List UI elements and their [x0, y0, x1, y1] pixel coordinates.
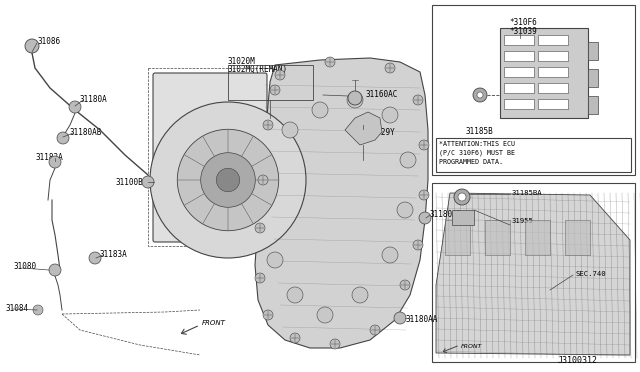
Circle shape [317, 307, 333, 323]
Bar [445, 220, 470, 255]
Bar [500, 28, 588, 118]
Circle shape [419, 212, 431, 224]
Bar [588, 42, 598, 60]
FancyBboxPatch shape [153, 73, 267, 242]
Text: 31080: 31080 [14, 262, 37, 271]
Bar [525, 220, 550, 255]
Circle shape [477, 92, 483, 98]
Bar [504, 99, 534, 109]
Circle shape [290, 333, 300, 343]
Text: *31039: *31039 [509, 27, 537, 36]
Bar [538, 83, 568, 93]
Circle shape [413, 240, 423, 250]
Bar [504, 35, 534, 45]
Circle shape [382, 107, 398, 123]
Circle shape [49, 156, 61, 168]
Circle shape [33, 305, 43, 315]
Circle shape [89, 252, 101, 264]
Circle shape [394, 312, 406, 324]
Bar [538, 99, 568, 109]
Circle shape [458, 193, 466, 201]
Circle shape [255, 273, 265, 283]
Text: 31185BA: 31185BA [512, 190, 543, 196]
Text: 31185B: 31185B [466, 127, 493, 136]
Circle shape [325, 57, 335, 67]
Circle shape [352, 287, 368, 303]
Circle shape [397, 202, 413, 218]
Text: 31160AC: 31160AC [365, 90, 397, 99]
Polygon shape [345, 112, 382, 145]
Text: 31180AB: 31180AB [70, 128, 102, 137]
Text: 31100B: 31100B [115, 178, 143, 187]
Polygon shape [436, 193, 630, 355]
Text: 31084: 31084 [5, 304, 28, 313]
Bar [504, 67, 534, 77]
Circle shape [69, 101, 81, 113]
Polygon shape [255, 58, 428, 348]
Circle shape [282, 122, 298, 138]
Circle shape [263, 310, 273, 320]
Text: SEC.740: SEC.740 [575, 271, 605, 277]
Circle shape [473, 88, 487, 102]
Circle shape [275, 70, 285, 80]
Circle shape [255, 223, 265, 233]
Circle shape [348, 91, 362, 105]
Circle shape [400, 152, 416, 168]
Bar [565, 220, 590, 255]
Circle shape [287, 287, 303, 303]
Circle shape [270, 85, 280, 95]
Circle shape [150, 102, 306, 258]
Text: 3102MQ(REMAN): 3102MQ(REMAN) [228, 65, 288, 74]
Text: 31183A: 31183A [36, 153, 64, 162]
Circle shape [216, 168, 240, 192]
Text: 31180A: 31180A [80, 95, 108, 104]
Circle shape [25, 39, 39, 53]
Circle shape [49, 264, 61, 276]
Text: FRONT: FRONT [202, 320, 226, 326]
Circle shape [400, 280, 410, 290]
Text: 31955: 31955 [512, 218, 534, 224]
Circle shape [413, 95, 423, 105]
Circle shape [201, 153, 255, 207]
Circle shape [382, 247, 398, 263]
Text: 31020M: 31020M [228, 57, 256, 66]
Bar [588, 69, 598, 87]
Text: 31180AD: 31180AD [430, 210, 462, 219]
Circle shape [347, 92, 363, 108]
Bar [228, 65, 313, 100]
Bar [504, 83, 534, 93]
Text: 31183A: 31183A [100, 250, 128, 259]
Circle shape [454, 189, 470, 205]
Text: FRONT: FRONT [461, 344, 483, 350]
Bar [436, 138, 631, 172]
Circle shape [57, 132, 69, 144]
Circle shape [258, 175, 268, 185]
Circle shape [330, 339, 340, 349]
Bar [538, 67, 568, 77]
Bar [588, 96, 598, 114]
Text: *310F6: *310F6 [509, 18, 537, 27]
Circle shape [263, 120, 273, 130]
Circle shape [370, 325, 380, 335]
Circle shape [385, 63, 395, 73]
Bar [432, 5, 635, 175]
Text: 30429Y: 30429Y [368, 128, 396, 137]
Bar [485, 220, 510, 255]
Bar [432, 183, 635, 362]
Circle shape [419, 190, 429, 200]
Circle shape [267, 252, 283, 268]
Bar [538, 51, 568, 61]
Bar [148, 68, 273, 246]
Circle shape [419, 140, 429, 150]
Text: J3100312: J3100312 [558, 356, 598, 365]
Bar [538, 35, 568, 45]
Circle shape [142, 176, 154, 188]
Text: *ATTENTION:THIS ECU
(P/C 310F6) MUST BE
PROGRAMMED DATA.: *ATTENTION:THIS ECU (P/C 310F6) MUST BE … [439, 141, 515, 164]
Circle shape [312, 102, 328, 118]
Text: 31086: 31086 [38, 37, 61, 46]
Text: 31180AA: 31180AA [405, 315, 437, 324]
Bar [452, 210, 474, 225]
Bar [504, 51, 534, 61]
Circle shape [177, 129, 278, 231]
